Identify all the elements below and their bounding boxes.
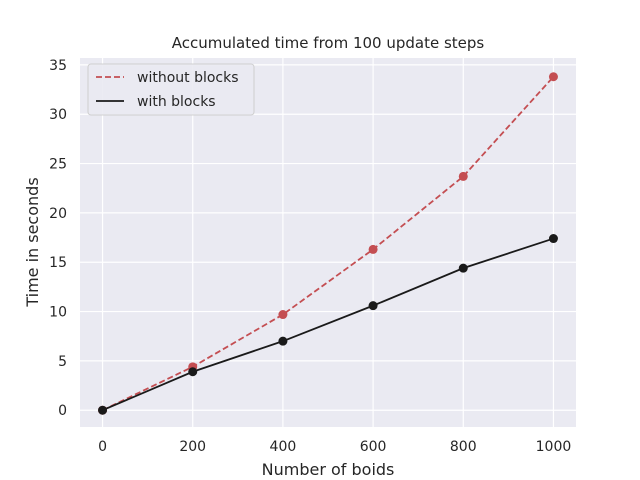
x-tick-label: 0 <box>98 439 107 455</box>
data-point-with-blocks <box>278 336 288 346</box>
x-tick-labels: 0 200 400 600 800 1000 <box>98 439 571 455</box>
series-layer <box>98 72 558 415</box>
y-tick-label: 15 <box>49 255 67 271</box>
x-tick-label: 200 <box>179 439 206 455</box>
legend-label-with-blocks: with blocks <box>137 94 216 110</box>
data-point-without-blocks <box>278 310 288 320</box>
data-point-with-blocks <box>458 263 468 273</box>
x-tick-label: 1000 <box>536 439 572 455</box>
legend: without blocks with blocks <box>87 63 255 116</box>
legend-label-without-blocks: without blocks <box>137 70 239 86</box>
data-point-with-blocks <box>548 234 558 244</box>
y-tick-label: 30 <box>49 107 67 123</box>
y-tick-label: 10 <box>49 305 67 321</box>
data-point-with-blocks <box>368 301 378 311</box>
x-tick-label: 600 <box>360 439 387 455</box>
plot-area <box>80 58 576 427</box>
series-line-without-blocks <box>102 76 555 412</box>
data-point-with-blocks <box>188 367 198 377</box>
series-line-with-blocks <box>102 237 554 412</box>
x-tick-label: 400 <box>270 439 297 455</box>
y-tick-labels: 0 5 10 15 20 25 30 35 <box>49 58 67 419</box>
y-axis-label: Time in seconds <box>23 177 42 307</box>
y-tick-label: 25 <box>49 157 67 173</box>
y-tick-label: 5 <box>58 354 67 370</box>
y-tick-label: 20 <box>49 206 67 222</box>
x-tick-label: 800 <box>450 439 477 455</box>
data-point-without-blocks <box>368 244 378 254</box>
y-tick-label: 0 <box>58 403 67 419</box>
data-point-with-blocks <box>98 405 108 415</box>
data-point-without-blocks <box>548 72 558 82</box>
chart-title: Accumulated time from 100 update steps <box>172 34 485 52</box>
y-tick-label: 35 <box>49 58 67 74</box>
data-point-without-blocks <box>458 171 468 181</box>
x-axis-label: Number of boids <box>262 460 395 479</box>
legend-frame <box>87 63 255 116</box>
